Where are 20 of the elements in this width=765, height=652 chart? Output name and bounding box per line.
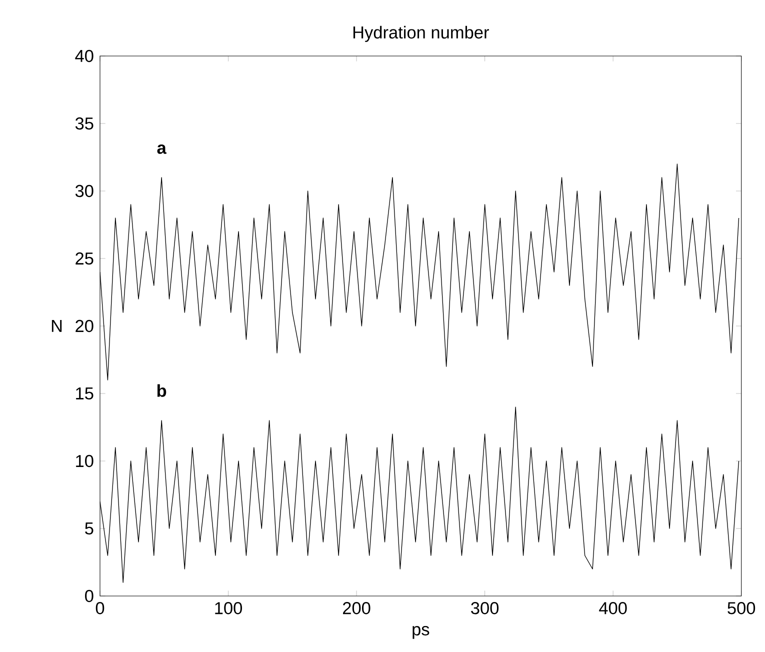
y-tick-label: 35 bbox=[75, 117, 94, 130]
y-tick-label: 30 bbox=[75, 184, 94, 198]
y-tick-label: 40 bbox=[75, 50, 94, 62]
x-tick-label: 100 bbox=[215, 602, 242, 614]
x-tick-label: 400 bbox=[599, 602, 627, 614]
y-axis-title: N bbox=[52, 320, 62, 332]
x-tick-label: 500 bbox=[728, 602, 756, 614]
series-label: b bbox=[157, 384, 166, 397]
y-tick-label: 5 bbox=[85, 522, 94, 535]
series-label: a bbox=[157, 144, 166, 154]
x-tick-label: 0 bbox=[96, 602, 104, 614]
x-tick-label: 200 bbox=[343, 602, 370, 614]
y-tick-label: 25 bbox=[76, 252, 94, 265]
y-tick-label: 20 bbox=[76, 320, 94, 332]
y-tick-label: 10 bbox=[76, 454, 94, 468]
x-axis-title: ps bbox=[412, 626, 430, 639]
y-tick-label: 15 bbox=[76, 387, 94, 400]
x-tick-label: 300 bbox=[471, 602, 499, 614]
chart-title: Hydration number bbox=[353, 26, 489, 42]
y-tick-label: 0 bbox=[85, 590, 94, 602]
